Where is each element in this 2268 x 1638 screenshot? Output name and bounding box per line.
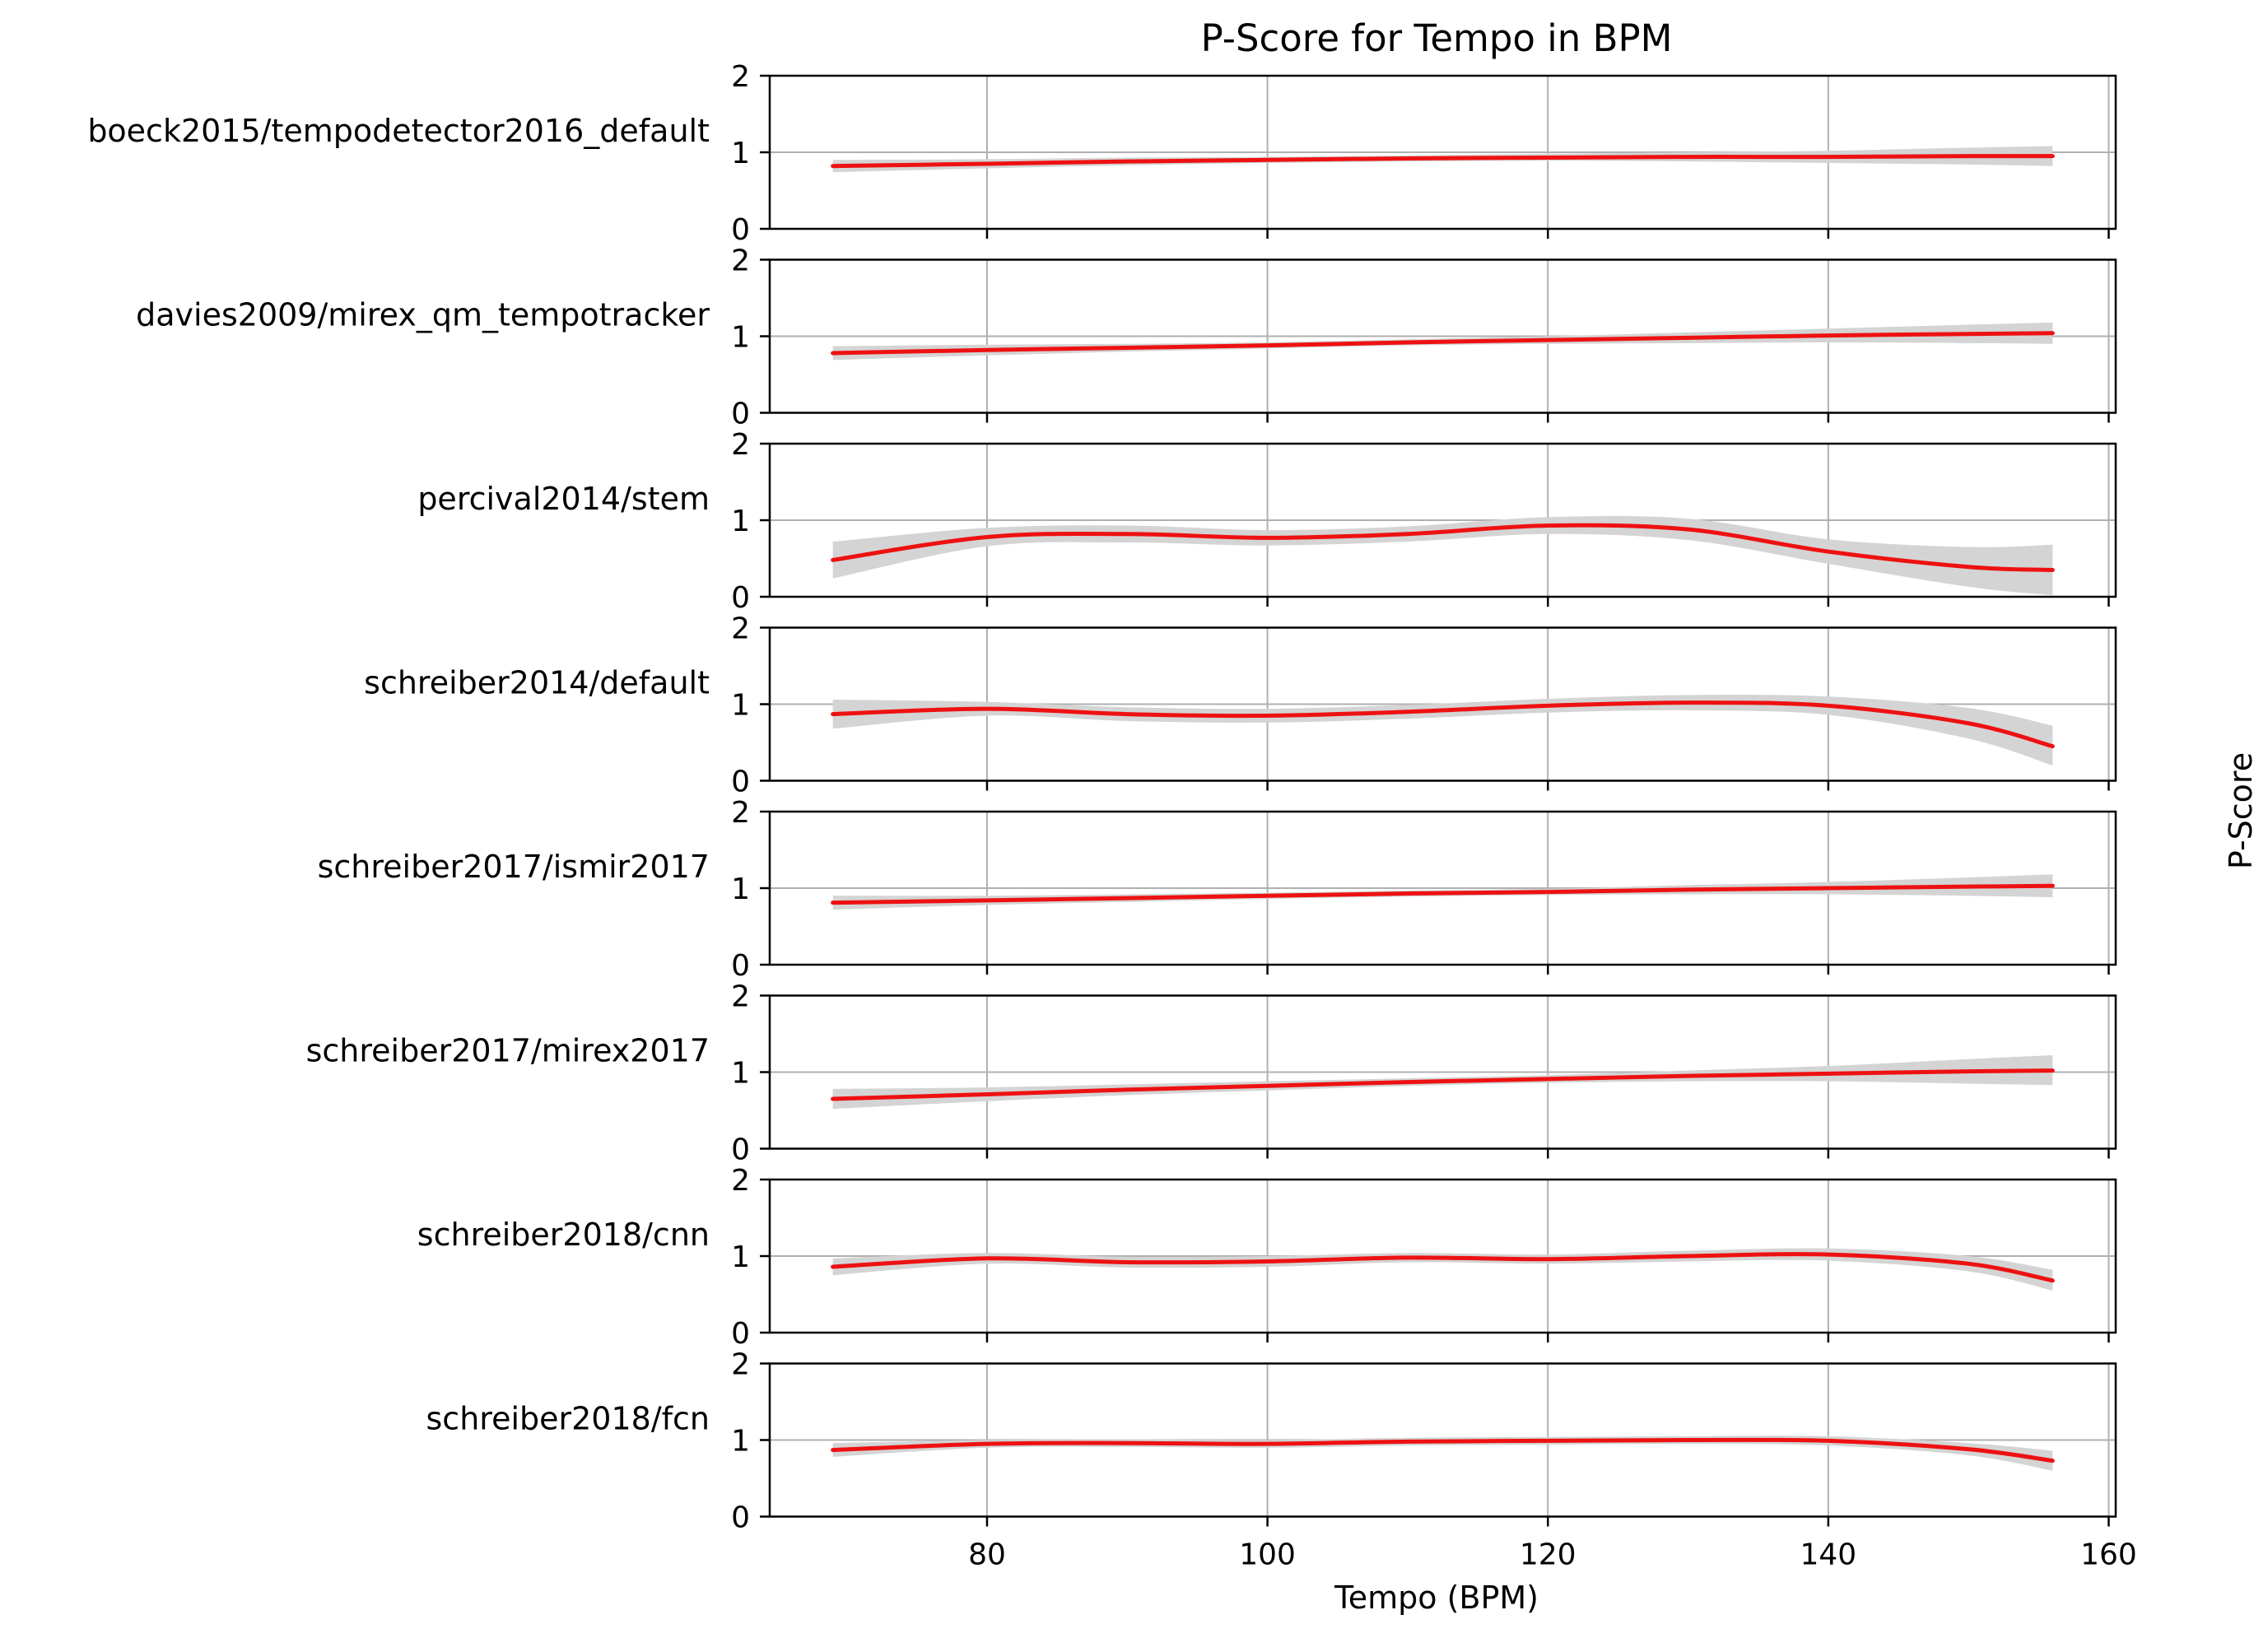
- x-tick-label: 100: [1239, 1538, 1296, 1572]
- panel-label: davies2009/mirex_qm_tempotracker: [136, 297, 710, 333]
- x-tick-label: 140: [1800, 1538, 1857, 1572]
- y-tick-label: 1: [731, 1425, 750, 1459]
- y-tick-label: 0: [731, 949, 750, 983]
- series-line: [831, 883, 2055, 905]
- series-line: [831, 523, 2055, 572]
- x-tick-label: 120: [1520, 1538, 1576, 1572]
- panel: 0 1 2 schreiber2014/default: [364, 612, 2117, 799]
- y-axis-label: P-Score: [2223, 752, 2259, 869]
- panel: 0 1 2 percival2014/stem: [417, 428, 2117, 615]
- y-tick-label: 1: [731, 321, 750, 355]
- y-tick-label: 1: [731, 689, 750, 723]
- panel: 0 1 2 schreiber2017/ismir2017: [318, 796, 2117, 983]
- y-tick-label: 1: [731, 1240, 750, 1274]
- panel-label: boeck2015/tempodetector2016_default: [87, 113, 710, 149]
- y-tick-label: 1: [731, 873, 750, 906]
- y-tick-label: 2: [731, 980, 750, 1014]
- panel: 0 1 2 schreiber2018/cnn: [417, 1164, 2117, 1351]
- y-tick-label: 1: [731, 1057, 750, 1091]
- series-line: [831, 1437, 2055, 1463]
- panel-label: percival2014/stem: [417, 481, 710, 517]
- y-tick-label: 2: [731, 612, 750, 646]
- panel: 0 1 2 davies2009/mirex_qm_tempotracker: [136, 244, 2117, 431]
- y-tick-label: 0: [731, 213, 750, 247]
- y-tick-label: 2: [731, 1348, 750, 1382]
- series-line: [831, 331, 2055, 356]
- panel-label: schreiber2018/cnn: [417, 1217, 710, 1253]
- chart-title: P-Score for Tempo in BPM: [1201, 16, 1673, 60]
- y-tick-label: 1: [731, 137, 750, 170]
- y-tick-label: 2: [731, 1164, 750, 1198]
- confidence-band: [832, 695, 2053, 765]
- y-tick-label: 0: [731, 1317, 750, 1351]
- panels-group: 0 1 2 boeck2015/tempodetector2016_default 0 1…: [87, 60, 2137, 1572]
- y-tick-label: 2: [731, 60, 750, 94]
- panel-label: schreiber2017/ismir2017: [318, 849, 710, 885]
- panel-label: schreiber2017/mirex2017: [306, 1033, 710, 1069]
- y-tick-label: 0: [731, 765, 750, 799]
- y-tick-label: 2: [731, 244, 750, 278]
- series-line: [831, 1068, 2055, 1101]
- panel-label: schreiber2018/fcn: [426, 1401, 710, 1437]
- panel-label: schreiber2014/default: [364, 665, 710, 701]
- x-tick-label: 160: [2080, 1538, 2137, 1572]
- panel: 0 1 2 boeck2015/tempodetector2016_default: [87, 60, 2117, 247]
- series-line: [831, 1252, 2055, 1283]
- y-tick-label: 0: [731, 581, 750, 615]
- confidence-band: [832, 1248, 2053, 1291]
- x-axis-label: Tempo (BPM): [1334, 1580, 1539, 1616]
- y-tick-label: 0: [731, 1501, 750, 1535]
- series-line: [831, 700, 2055, 749]
- y-tick-label: 2: [731, 428, 750, 462]
- y-tick-label: 0: [731, 1133, 750, 1167]
- series-line: [831, 154, 2055, 169]
- y-tick-label: 0: [731, 398, 750, 431]
- x-tick-label: 80: [968, 1538, 1006, 1572]
- y-tick-label: 2: [731, 796, 750, 830]
- panel: 0 1 2 80 100 120 140 160 schreiber2018/fcn: [426, 1348, 2137, 1572]
- y-tick-label: 1: [731, 505, 750, 538]
- panel: 0 1 2 schreiber2017/mirex2017: [306, 980, 2117, 1167]
